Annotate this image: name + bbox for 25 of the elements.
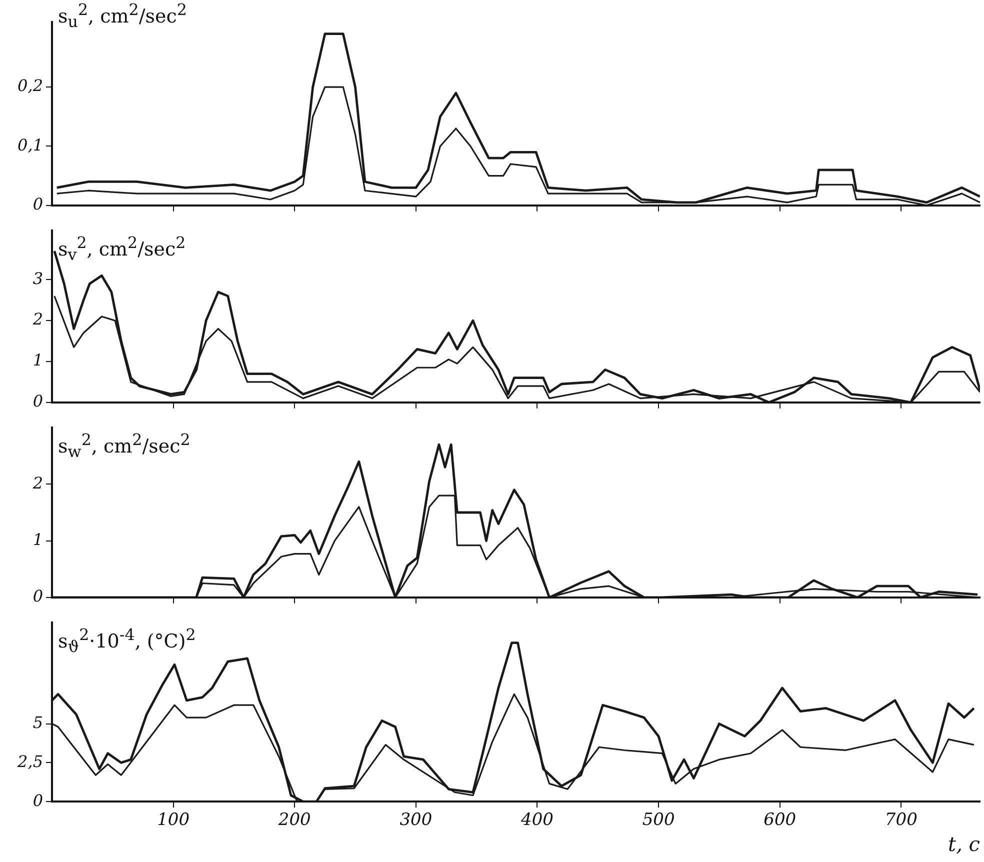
x-tick-label: 500 — [642, 810, 675, 830]
y-axis-title: s$_{ϑ}$$^{2}$·10$^{-4}$, (°C)$^{2}$ — [58, 624, 196, 656]
x-tick-label: 300 — [400, 810, 432, 830]
y-tick-label: 3 — [32, 268, 43, 288]
y-tick-label: 0 — [32, 790, 43, 810]
y-axis-title: s$_{u}$$^{2}$, cm$^{2}$/sec$^{2}$ — [58, 0, 187, 32]
y-tick-label: 0 — [32, 586, 43, 606]
y-tick-label: 2 — [32, 473, 43, 492]
x-tick-label: 200 — [277, 810, 312, 830]
x-tick-label: 400 — [520, 810, 554, 830]
y-tick-label: 2,5 — [16, 752, 43, 771]
y-tick-label: 5 — [32, 712, 43, 732]
x-axis-title: t, с — [948, 832, 980, 856]
y-tick-label: 2 — [32, 310, 43, 329]
y-tick-label: 0 — [32, 194, 43, 214]
y-tick-label: 1 — [32, 530, 43, 549]
y-tick-label: 0 — [32, 392, 43, 411]
x-tick-label: 700 — [884, 810, 918, 830]
x-tick-label: 100 — [157, 810, 190, 830]
y-axis-title: s$_{w}$$^{2}$, cm$^{2}$/sec$^{2}$ — [58, 430, 190, 461]
y-tick-label: 1 — [32, 350, 43, 370]
y-tick-label: 0,1 — [18, 135, 43, 154]
x-tick-label: 600 — [764, 810, 796, 830]
y-axis-title: s$_{v}$$^{2}$, cm$^{2}$/sec$^{2}$ — [58, 232, 186, 264]
y-tick-label: 0,2 — [18, 76, 43, 96]
